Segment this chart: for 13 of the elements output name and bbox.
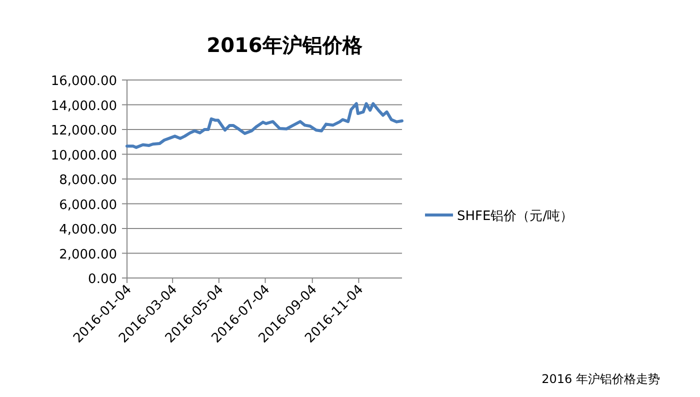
y-tick-label: 12,000.00 [50,124,117,138]
y-tick-label: 2,000.00 [59,247,117,262]
y-tick-label: 8,000.00 [59,173,117,188]
text: 2016 年沪铝价格走势 [542,372,660,386]
y-tick-label: 16,000.00 [50,74,117,89]
y-tick-label: 4,000.00 [59,222,117,238]
chart-title: 2016年沪铝价格 [206,33,364,57]
y-tick-label: 0.00 [88,272,117,287]
legend-label: SHFE铝价（元/吨） [457,209,574,224]
y-tick-label: 6,000.00 [59,198,117,213]
y-tick-label: 10,000.00 [50,148,117,164]
line-series [126,102,404,149]
y-tick-label: 14,000.00 [50,98,117,114]
